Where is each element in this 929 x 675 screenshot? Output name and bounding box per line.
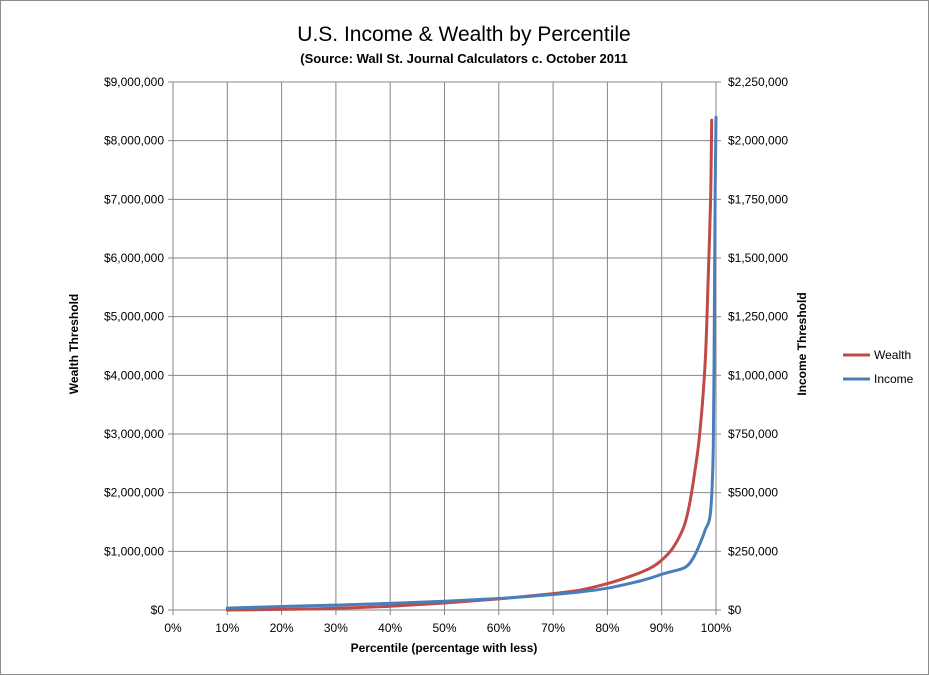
- y2-tick-label: $1,250,000: [728, 310, 788, 324]
- series-line-wealth: [225, 118, 714, 612]
- x-tick-label: 40%: [378, 621, 402, 635]
- x-tick-label: 0%: [164, 621, 182, 635]
- y2-tick-label: $1,750,000: [728, 192, 788, 206]
- y-tick-label: $5,000,000: [104, 310, 164, 324]
- y-tick-label: $7,000,000: [104, 192, 164, 206]
- y2-tick-label: $500,000: [728, 486, 778, 500]
- x-tick-label: 50%: [432, 621, 456, 635]
- legend-wealth-label: Wealth: [874, 348, 911, 362]
- y-tick-label: $1,000,000: [104, 544, 164, 558]
- x-tick-label: 60%: [487, 621, 511, 635]
- y-tick-label: $9,000,000: [104, 75, 164, 89]
- x-tick-label: 20%: [270, 621, 294, 635]
- y-axis-title: Wealth Threshold: [67, 294, 81, 394]
- y-tick-label: $3,000,000: [104, 427, 164, 441]
- y2-tick-label: $1,500,000: [728, 251, 788, 265]
- x-tick-label: 30%: [324, 621, 348, 635]
- tick-labels: 0% 10% 20% 30% 40% 50% 60% 70% 80% 90% 100% $0 $1,00…: [104, 75, 788, 635]
- x-tick-label: 70%: [541, 621, 565, 635]
- y2-tick-label: $750,000: [728, 427, 778, 441]
- y2-axis-title: Income Threshold: [795, 292, 809, 395]
- legend-income-label: Income: [874, 372, 914, 386]
- x-tick-label: 80%: [595, 621, 619, 635]
- y-tick-label: $4,000,000: [104, 368, 164, 382]
- x-tick-label: 100%: [701, 621, 732, 635]
- y2-tick-label: $2,250,000: [728, 75, 788, 89]
- y-tick-label: $0: [151, 603, 165, 617]
- y2-tick-label: $0: [728, 603, 742, 617]
- y2-tick-label: $1,000,000: [728, 368, 788, 382]
- y2-tick-label: $250,000: [728, 544, 778, 558]
- x-tick-label: 10%: [215, 621, 239, 635]
- y-tick-label: $6,000,000: [104, 251, 164, 265]
- y-tick-label: $2,000,000: [104, 486, 164, 500]
- chart-subtitle: (Source: Wall St. Journal Calculators c.…: [300, 51, 628, 66]
- series-line-income: [225, 115, 718, 610]
- y2-tick-label: $2,000,000: [728, 134, 788, 148]
- x-tick-label: 90%: [650, 621, 674, 635]
- y-tick-label: $8,000,000: [104, 134, 164, 148]
- grid: [173, 81, 717, 610]
- x-axis-title: Percentile (percentage with less): [351, 641, 538, 655]
- series-layer: [225, 115, 718, 612]
- chart-title: U.S. Income & Wealth by Percentile: [297, 23, 630, 46]
- legend: Wealth Income: [843, 348, 914, 386]
